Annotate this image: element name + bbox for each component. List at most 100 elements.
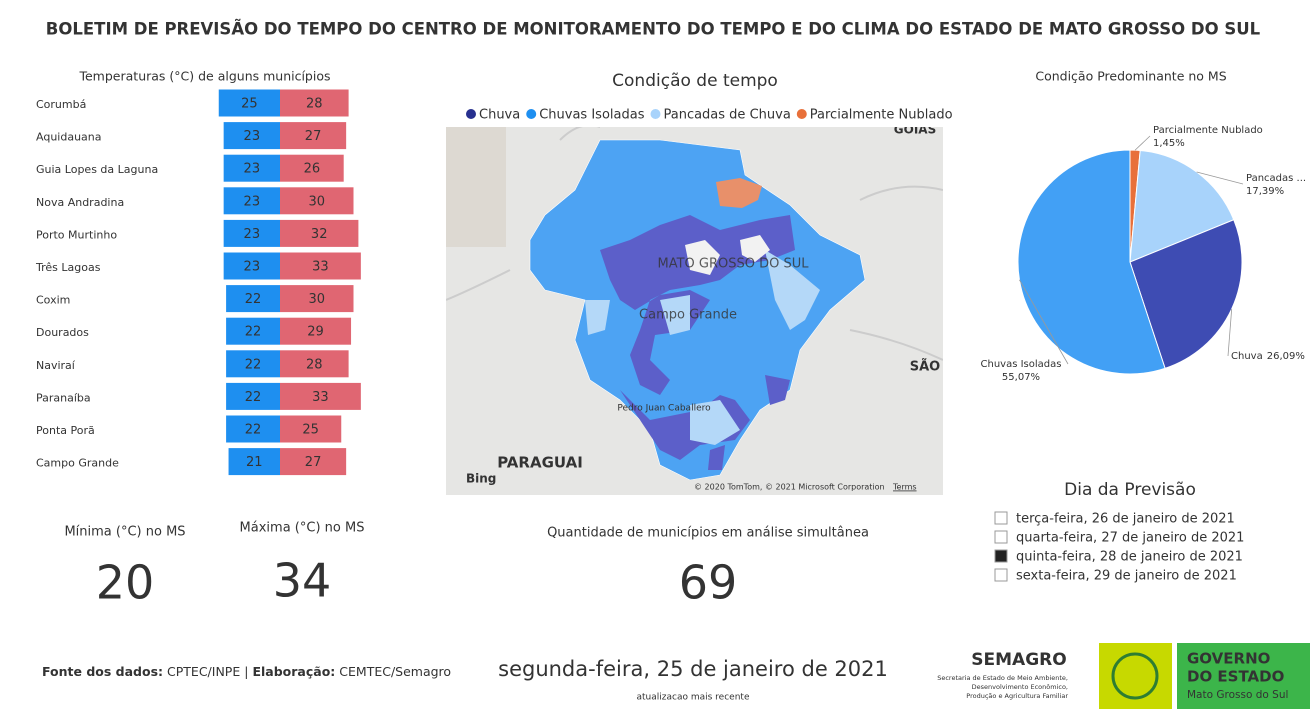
- report-title: BOLETIM DE PREVISÃO DO TEMPO DO CENTRO D…: [46, 20, 1261, 39]
- bar: [280, 89, 349, 117]
- region-chuva: [600, 215, 795, 395]
- bar-label: 21: [246, 455, 263, 470]
- logo-governo: DO ESTADO: [1187, 668, 1284, 686]
- bar-label: 23: [244, 260, 261, 275]
- bar: [280, 350, 349, 378]
- bar-label: 22: [245, 325, 262, 340]
- pie-value-label: 1,45%: [1153, 138, 1185, 149]
- bar: [223, 252, 280, 280]
- bar-label: 22: [245, 292, 262, 307]
- bar-label: 23: [244, 194, 261, 209]
- leader-line: [1019, 279, 1069, 365]
- map-terms[interactable]: Terms: [892, 483, 917, 492]
- slicer-checkbox[interactable]: [994, 530, 1008, 544]
- category-label: Paranaíba: [36, 391, 91, 404]
- card-value: 69: [679, 556, 738, 610]
- logo-semagro-line: Secretaria de Estado de Meio Ambiente,: [937, 674, 1068, 682]
- pie-label: Pancadas ...: [1246, 173, 1306, 184]
- bar: [280, 252, 361, 280]
- bar-label: 27: [305, 129, 322, 144]
- slicer: terça-feira, 26 de janeiro de 2021 quarta…: [994, 511, 1244, 584]
- credit: CEMTEC/Semagro: [339, 664, 451, 679]
- logo-semagro: SEMAGRO: [971, 650, 1066, 670]
- footer-date-note: atualizacao mais recente: [637, 693, 750, 703]
- bar-label: 32: [311, 227, 328, 242]
- bar: [280, 187, 354, 215]
- bar: [226, 382, 280, 410]
- bar: [223, 187, 280, 215]
- legend-marker: [526, 109, 537, 119]
- card-label: Máxima (°C) no MS: [240, 521, 365, 536]
- bar: [280, 415, 342, 443]
- bar-label: 33: [312, 390, 329, 405]
- region-pancadas: [585, 250, 820, 445]
- map-copyright: © 2020 TomTom, © 2021 Microsoft Corporat…: [694, 483, 885, 492]
- bar: [280, 285, 354, 313]
- category-label: Aquidauana: [36, 131, 102, 144]
- category-label: Corumbá: [36, 98, 86, 111]
- bar-label: 22: [245, 423, 262, 438]
- bar: [218, 89, 280, 117]
- logo-governo-box: [1177, 643, 1310, 709]
- bar-label: 33: [312, 260, 329, 275]
- category-label: Três Lagoas: [35, 261, 101, 274]
- leader-line: [1134, 135, 1151, 151]
- bar: [226, 285, 280, 313]
- separator: |: [244, 664, 248, 679]
- bar-label: 26: [304, 162, 321, 177]
- pie-label: Chuvas Isoladas: [981, 359, 1062, 370]
- bar-label: 23: [244, 162, 261, 177]
- category-label: Coxim: [36, 294, 70, 307]
- pie-label: Parcialmente Nublado: [1153, 125, 1263, 136]
- bar-label: 27: [305, 455, 322, 470]
- slicer-item[interactable]: quarta-feira, 27 de janeiro de 2021: [1016, 531, 1244, 546]
- bar: [280, 122, 347, 150]
- pie-value-label: 55,07%: [1002, 372, 1040, 383]
- bar: [226, 317, 280, 345]
- pie-value-label: 26,09%: [1267, 351, 1305, 362]
- category-label: Dourados: [36, 326, 89, 339]
- source: CPTEC/INPE: [167, 664, 240, 679]
- card-value: 20: [96, 556, 155, 610]
- map-terrain: [446, 127, 506, 247]
- footer-date: segunda-feira, 25 de janeiro de 2021: [498, 657, 888, 681]
- bar: [226, 350, 280, 378]
- chart-title: Temperaturas (°C) de alguns municípios: [78, 69, 330, 84]
- slicer-checkbox[interactable]: [994, 549, 1008, 563]
- category-label: Ponta Porã: [36, 424, 95, 437]
- slicer-checkbox[interactable]: [994, 568, 1008, 582]
- source-label: Fonte dos dados:: [42, 664, 163, 679]
- bar: [280, 154, 344, 182]
- legend-label: Chuvas Isoladas: [539, 108, 644, 123]
- region-blank: [685, 235, 770, 275]
- bar-label: 30: [308, 292, 325, 307]
- leader-line: [1196, 171, 1244, 185]
- bar: [223, 122, 280, 150]
- card-label: Mínima (°C) no MS: [64, 525, 185, 540]
- logo-emblem-seal: [1111, 652, 1159, 700]
- legend-marker: [466, 109, 476, 119]
- slicer-item[interactable]: sexta-feira, 29 de janeiro de 2021: [1016, 569, 1237, 584]
- card-label: Quantidade de municípios em análise simu…: [547, 526, 869, 541]
- map-legend: Chuva Chuvas Isoladas Pancadas de Chuva Par…: [466, 108, 953, 123]
- card-value: 34: [273, 554, 332, 608]
- slicer-item[interactable]: terça-feira, 26 de janeiro de 2021: [1016, 512, 1235, 527]
- slicer-checkbox[interactable]: [994, 511, 1008, 525]
- map-label: PARAGUAI: [497, 454, 583, 472]
- slicer-item[interactable]: quinta-feira, 28 de janeiro de 2021: [1016, 550, 1243, 565]
- bar: [228, 448, 280, 476]
- slicer-title: Dia da Previsão: [1064, 480, 1196, 500]
- leader-line: [1227, 308, 1233, 357]
- category-label: Nova Andradina: [36, 196, 124, 209]
- bar-label: 28: [306, 357, 323, 372]
- bar-label: 25: [302, 423, 319, 438]
- map-label: MATO GROSSO DO SUL: [658, 257, 810, 272]
- logo-governo-sub: Mato Grosso do Sul: [1187, 689, 1288, 701]
- bar-label: 30: [308, 194, 325, 209]
- pie-value-label: 17,39%: [1246, 186, 1284, 197]
- bar: [280, 219, 359, 247]
- category-label: Guia Lopes da Laguna: [36, 163, 158, 176]
- map: [446, 127, 943, 495]
- bar-label: 28: [306, 97, 323, 112]
